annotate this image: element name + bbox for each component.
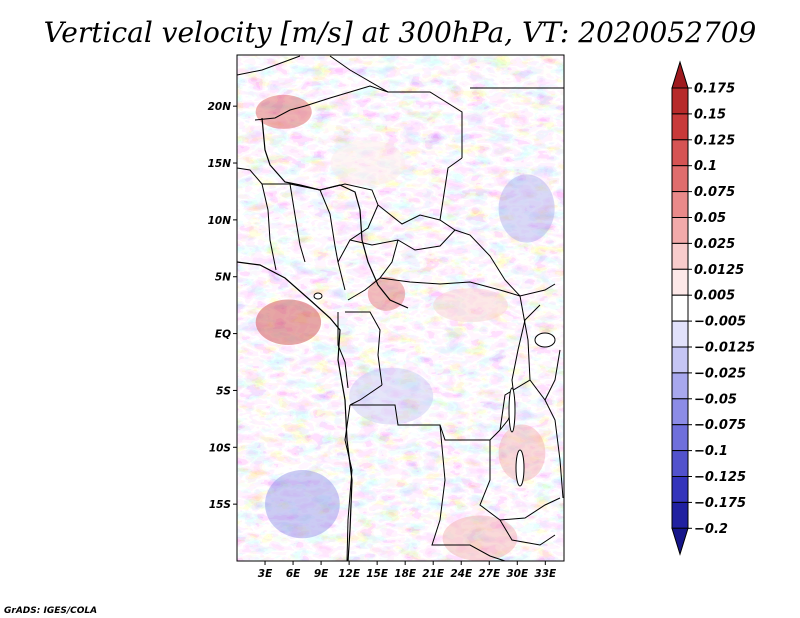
lat-tick-label: 10S: [209, 442, 231, 454]
region-north-central: [330, 140, 406, 186]
lat-tick-label: EQ: [215, 329, 231, 341]
colorbar: 0.175 0.15 0.125 0.1 0.075 0.05 0.025 0.0125 0.0…: [671, 60, 755, 556]
longitude-axis: 3E 6E 9E 12E 15E 18E 21E 24E 27E 30E 33E: [258, 561, 557, 580]
lon-tick-label: 18E: [394, 568, 417, 580]
latitude-axis: 20N 15N 10N 5N EQ 5S 10S 15S: [208, 101, 237, 511]
colorbar-label: −0.125: [694, 470, 746, 485]
colorbar-label: 0.125: [694, 133, 735, 148]
lon-tick-label: 12E: [338, 568, 361, 580]
region-sahel-north: [255, 94, 312, 129]
colorbar-swatch: [671, 501, 689, 529]
lat-tick-label: 10N: [208, 215, 232, 227]
colorbar-swatch: [671, 424, 689, 452]
region-south-atlantic: [265, 470, 340, 539]
colorbar-swatch: [671, 450, 689, 478]
colorbar-label: 0.0125: [694, 263, 744, 278]
map-plot: [237, 55, 564, 561]
colorbar-swatch: [671, 294, 689, 322]
colorbar-swatch: [671, 242, 689, 270]
colorbar-swatch: [671, 217, 689, 244]
colorbar-arrow-top: [671, 60, 689, 89]
region-gulf-guinea: [255, 299, 322, 345]
lon-tick-label: 21E: [422, 568, 445, 580]
colorbar-label: 0.075: [694, 185, 735, 200]
lon-tick-label: 15E: [366, 568, 389, 580]
colorbar-label: 0.05: [694, 211, 726, 226]
region-congo-basin: [349, 367, 434, 425]
colorbar-label: −0.175: [694, 496, 746, 511]
colorbar-label: −0.05: [694, 392, 737, 407]
region-east-north: [498, 174, 555, 243]
colorbar-swatch: [671, 476, 689, 503]
colorbar-label: −0.2: [694, 522, 728, 537]
lat-tick-label: 15S: [209, 499, 231, 511]
chart-title: Vertical velocity [m/s] at 300hPa, VT: 2…: [44, 16, 757, 49]
lon-tick-label: 33E: [534, 568, 557, 580]
region-central: [433, 288, 508, 323]
colorbar-label: 0.1: [694, 159, 717, 174]
lon-tick-label: 24E: [450, 568, 473, 580]
lon-tick-label: 30E: [506, 568, 529, 580]
lon-tick-label: 9E: [314, 568, 329, 580]
lat-tick-label: 15N: [208, 158, 232, 170]
colorbar-label: 0.15: [694, 107, 726, 122]
colorbar-label: −0.1: [694, 444, 728, 459]
lakes: [313, 292, 556, 487]
colorbar-label: 0.025: [694, 237, 735, 252]
coastline: [237, 117, 409, 561]
colorbar-label: −0.075: [694, 418, 746, 433]
credit-label: GrADS: IGES/COLA: [4, 606, 97, 616]
colorbar-swatch: [671, 398, 689, 426]
map-frame: [236, 54, 565, 562]
region-angola-south: [442, 515, 518, 561]
colorbar-swatch: [671, 113, 689, 141]
lon-tick-label: 6E: [286, 568, 301, 580]
lat-tick-label: 20N: [208, 101, 232, 113]
colorbar-swatch: [671, 191, 689, 219]
region-cameroon: [367, 276, 406, 311]
colorbar-swatch: [671, 139, 689, 167]
colorbar-arrow-bottom: [671, 527, 689, 556]
colorbar-label: 0.005: [694, 289, 735, 304]
velocity-field: [237, 55, 564, 561]
colorbar-label: −0.025: [694, 366, 746, 381]
colorbar-swatch: [671, 87, 689, 115]
colorbar-label: 0.175: [694, 82, 735, 97]
colorbar-swatch: [671, 268, 689, 296]
colorbar-swatch: [671, 320, 689, 348]
colorbar-label: −0.005: [694, 315, 746, 330]
colorbar-swatch: [671, 372, 689, 400]
colorbar-label: −0.0125: [694, 341, 755, 356]
colorbar-swatch: [671, 165, 689, 193]
colorbar-swatch: [671, 346, 689, 374]
lon-tick-label: 27E: [478, 568, 501, 580]
lat-tick-label: 5S: [216, 385, 231, 397]
lat-tick-label: 5N: [215, 272, 231, 284]
lon-tick-label: 3E: [258, 568, 273, 580]
